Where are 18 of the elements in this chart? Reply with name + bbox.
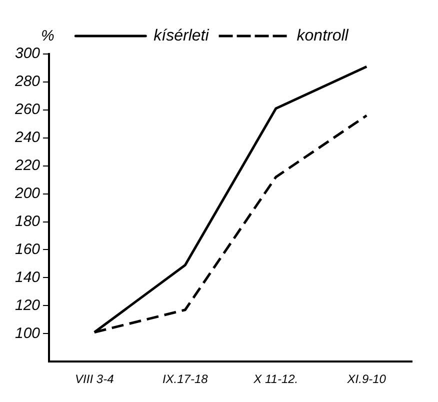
x-tick-label: XI.9-10 — [346, 372, 386, 386]
x-tick-label: IX.17-18 — [162, 372, 208, 386]
y-tick-label: 260 — [14, 101, 41, 118]
y-axis-title: % — [41, 28, 54, 45]
x-tick-label: X 11-12. — [252, 372, 298, 386]
y-tick-label: 240 — [14, 129, 41, 146]
y-tick-label: 280 — [14, 73, 41, 90]
legend-label: kísérleti — [154, 27, 210, 44]
legend-label: kontroll — [296, 27, 349, 44]
y-tick-label: 100 — [14, 324, 41, 342]
y-tick-label: 300 — [14, 45, 41, 62]
y-tick-label: 200 — [14, 184, 41, 202]
y-tick-label: 160 — [14, 240, 41, 258]
y-tick-label: 140 — [14, 268, 41, 286]
y-tick-label: 180 — [14, 212, 41, 230]
x-tick-label: VIII 3-4 — [75, 372, 114, 386]
y-tick-label: 220 — [14, 157, 41, 174]
y-tick-label: 120 — [14, 296, 41, 314]
